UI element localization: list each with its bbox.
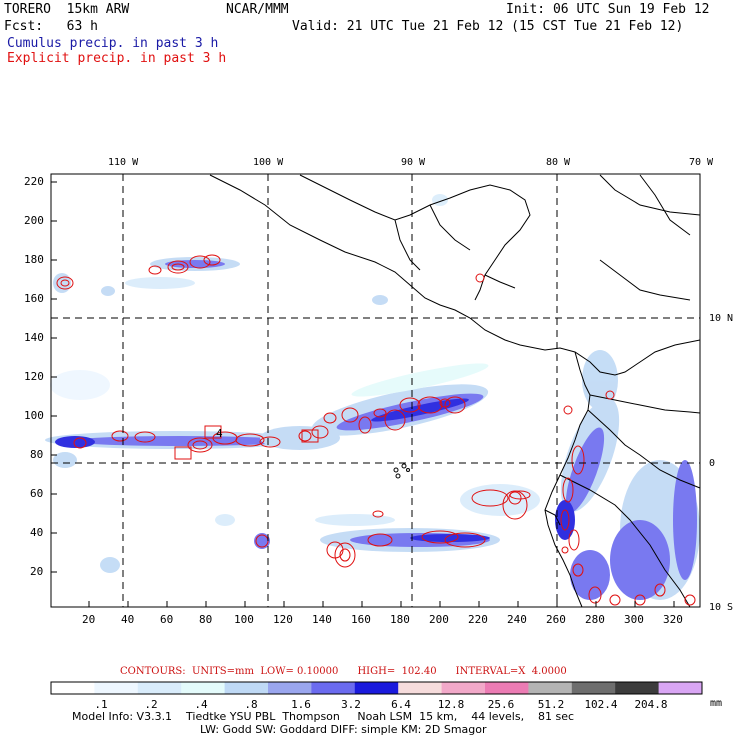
colorbar-segment (485, 682, 529, 694)
colorbar-segment (354, 682, 399, 694)
colorbar-segment (571, 682, 616, 694)
lat-label-0: 0 (709, 458, 716, 469)
colorbar-label: 1.6 (291, 698, 311, 711)
y-tick-label: 40 (30, 526, 44, 539)
colorbar-segment (268, 682, 312, 694)
y-tick-label: 220 (24, 175, 44, 188)
colorbar-label: 25.6 (487, 698, 515, 711)
y-tick-label: 180 (24, 253, 44, 266)
x-tick-label: 220 (468, 613, 488, 626)
y-tick-label: 100 (24, 409, 44, 422)
colorbar-label: 3.2 (341, 698, 361, 711)
model-title: TORERO 15km ARW (4, 2, 130, 17)
contour-info: CONTOURS: UNITS=mm LOW= 0.10000 HIGH= 10… (120, 666, 567, 677)
y-tick-label: 60 (30, 487, 44, 500)
lon-label-90w: 90 W (401, 157, 426, 168)
coastline-layer (209, 174, 701, 608)
lon-label-100w: 100 W (253, 157, 284, 168)
x-tick-label: 100 (234, 613, 254, 626)
lat-label-10s: 10 S (709, 602, 734, 613)
colorbar-segment (94, 682, 139, 694)
colorbar-label: .8 (244, 698, 258, 711)
x-tick-label: 20 (82, 613, 96, 626)
init-time: Init: 06 UTC Sun 19 Feb 12 (506, 2, 710, 17)
x-tick-label: 260 (546, 613, 566, 626)
x-tick-label: 120 (273, 613, 293, 626)
lon-label-110w: 110 W (108, 157, 139, 168)
x-tick-label: 300 (624, 613, 644, 626)
x-tick-label: 240 (507, 613, 527, 626)
model-info-line1: Model Info: V3.3.1 Tiedtke YSU PBL Thomp… (72, 710, 575, 723)
y-tick-label: 200 (24, 214, 44, 227)
y-tick-label: 120 (24, 370, 44, 383)
x-tick-label: 320 (663, 613, 683, 626)
axis-ticks (51, 181, 675, 607)
colorbar-segment (224, 682, 269, 694)
colorbar-segment (441, 682, 486, 694)
colorbar-segment (615, 682, 660, 694)
x-tick-label: 280 (585, 613, 605, 626)
lon-label-80w: 80 W (546, 157, 571, 168)
colorbar-segment (51, 682, 95, 694)
x-tick-label: 80 (199, 613, 213, 626)
x-tick-label: 180 (390, 613, 410, 626)
colorbar-segment (658, 682, 703, 694)
colorbar-segment (311, 682, 356, 694)
x-tick-label: 40 (121, 613, 135, 626)
colorbar-label: 6.4 (391, 698, 411, 711)
colorbar-label: .2 (144, 698, 158, 711)
colorbar-label: .1 (94, 698, 108, 711)
y-tick-label: 20 (30, 565, 44, 578)
organization: NCAR/MMM (226, 2, 289, 17)
lon-label-70w: 70 W (689, 157, 714, 168)
colorbar-label: 204.8 (634, 698, 668, 711)
colorbar-segment (398, 682, 443, 694)
x-tick-label: 200 (429, 613, 449, 626)
colorbar-label: 12.8 (437, 698, 465, 711)
colorbar-segment (528, 682, 573, 694)
colorbar-label: 102.4 (584, 698, 618, 711)
valid-time: Valid: 21 UTC Tue 21 Feb 12 (15 CST Tue … (292, 19, 684, 34)
field-explicit-label: Explicit precip. in past 3 h (7, 51, 227, 66)
colorbar-label: .4 (194, 698, 208, 711)
y-tick-label: 160 (24, 292, 44, 305)
y-tick-label: 80 (30, 448, 44, 461)
colorbar (51, 682, 703, 694)
colorbar-segment (181, 682, 226, 694)
y-tick-label: 140 (24, 331, 44, 344)
colorbar-label: 51.2 (537, 698, 565, 711)
lat-label-10n: 10 N (709, 313, 734, 324)
x-tick-label: 140 (312, 613, 332, 626)
forecast-hour: Fcst: 63 h (4, 19, 98, 34)
latlon-grid (51, 174, 700, 607)
colorbar-segment (137, 682, 182, 694)
field-cumulus-label: Cumulus precip. in past 3 h (7, 36, 219, 51)
x-tick-label: 160 (351, 613, 371, 626)
x-tick-label: 60 (160, 613, 174, 626)
colorbar-units: mm (709, 698, 723, 709)
explicit-precip-contours (56, 254, 696, 606)
box-label: 4 (216, 427, 223, 440)
model-info-line2: LW: Godd SW: Goddard DIFF: simple KM: 2D… (200, 723, 487, 736)
